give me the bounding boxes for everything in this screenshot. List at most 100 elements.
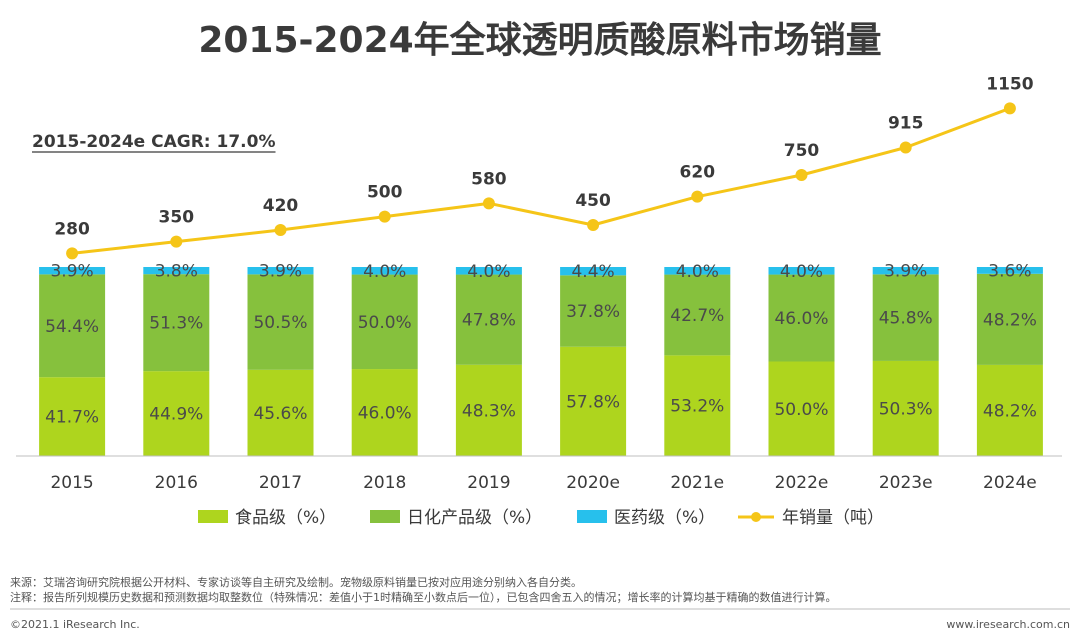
bar-daily-2021e	[664, 274, 731, 356]
data-label-food-2016: 44.9%	[149, 405, 203, 425]
data-label-food-2021e: 53.2%	[670, 397, 724, 417]
volume-point-2022e	[795, 169, 808, 181]
legend-swatch-pharma	[577, 510, 607, 523]
remark-note: 注释：报告所列规模历史数据和预测数据均取整数位（特殊情况：差值小于1时精确至小数…	[10, 590, 837, 604]
data-label-daily-2015: 54.4%	[45, 317, 99, 337]
bar-daily-2018	[351, 274, 418, 370]
website: www.iresearch.com.cn	[946, 618, 1070, 631]
bar-pharma-2018	[351, 267, 418, 275]
bar-food-2020e	[560, 346, 627, 456]
data-label-daily-2016: 51.3%	[149, 314, 203, 334]
data-label-food-2024e: 48.2%	[983, 401, 1037, 421]
data-label-food-2022e: 50.0%	[774, 400, 828, 420]
volume-point-2018	[378, 210, 391, 223]
x-tick-2016: 2016	[155, 473, 198, 493]
data-label-pharma-2024e: 3.6%	[988, 261, 1031, 281]
bar-pharma-2022e	[768, 267, 835, 275]
data-label-daily-2023e: 45.8%	[879, 309, 933, 329]
data-label-pharma-2018: 4.0%	[363, 262, 406, 282]
segment-label-group: 41.7% 54.4% 3.9% 44.9% 51.3% 3.8% 45.6% 50.5% 3.…	[45, 261, 1037, 427]
volume-point-2023e	[899, 141, 912, 154]
x-tick-2015: 2015	[50, 473, 93, 493]
x-tick-2019: 2019	[467, 473, 510, 493]
data-label-pharma-2019: 4.0%	[467, 262, 510, 282]
legend-label-pharma: 医药级（%）	[614, 508, 715, 528]
volume-label-2020e: 450	[575, 191, 611, 211]
bar-food-2022e	[768, 361, 835, 456]
data-label-pharma-2023e: 3.9%	[884, 262, 927, 282]
source-note: 来源：艾瑞咨询研究院根据公开材料、专家访谈等自主研究及绘制。宠物级原料销量已按对…	[10, 575, 582, 589]
data-label-pharma-2021e: 4.0%	[676, 262, 719, 282]
volume-point-2024e	[1003, 102, 1016, 115]
volume-label-2023e: 915	[888, 114, 924, 134]
x-tick-2022e: 2022e	[775, 473, 829, 493]
bar-pharma-2019	[455, 267, 522, 275]
bar-pharma-2023e	[872, 267, 939, 275]
volume-point-2019	[482, 197, 495, 210]
cagr-label: 2015-2024e CAGR: 17.0%	[32, 132, 276, 152]
bar-daily-2017	[247, 274, 314, 370]
volume-label-2018: 500	[367, 183, 403, 203]
bar-pharma-2017	[247, 267, 314, 275]
bar-food-2015	[39, 377, 106, 456]
legend-swatch-daily	[370, 510, 400, 523]
x-tick-group: 2015 2016 2017 2018 2019 2020e 2021e 2022e 2023e…	[50, 473, 1036, 493]
bar-group	[39, 267, 1043, 456]
x-tick-2017: 2017	[259, 473, 302, 493]
legend-marker-volume	[751, 512, 761, 522]
volume-label-2021e: 620	[680, 163, 716, 183]
volume-line	[71, 106, 1011, 255]
data-label-food-2018: 46.0%	[358, 404, 412, 424]
data-label-food-2019: 48.3%	[462, 401, 516, 421]
legend-label-volume: 年销量（吨）	[782, 508, 884, 528]
x-tick-2023e: 2023e	[879, 473, 933, 493]
bar-food-2018	[351, 369, 418, 456]
volume-label-2015: 280	[54, 219, 90, 239]
copyright: ©2021.1 iResearch Inc.	[10, 618, 140, 631]
bar-pharma-2015	[39, 267, 106, 275]
volume-point-2017	[274, 224, 287, 236]
data-label-pharma-2015: 3.9%	[50, 262, 93, 282]
x-tick-2020e: 2020e	[566, 473, 620, 493]
x-tick-2021e: 2021e	[670, 473, 724, 493]
data-label-pharma-2017: 3.9%	[259, 262, 302, 282]
x-tick-2018: 2018	[363, 473, 406, 493]
volume-label-2024e: 1150	[986, 74, 1033, 94]
data-label-food-2020e: 57.8%	[566, 392, 620, 412]
bar-pharma-2020e	[560, 267, 627, 276]
volume-point-2015	[66, 247, 79, 260]
bar-daily-2019	[455, 274, 522, 365]
volume-point-2021e	[691, 190, 704, 203]
chart-title: 2015-2024年全球透明质酸原料市场销量	[198, 19, 881, 61]
volume-label-2022e: 750	[784, 141, 820, 161]
data-label-daily-2018: 50.0%	[358, 313, 412, 333]
x-tick-2024e: 2024e	[983, 473, 1037, 493]
bar-food-2017	[247, 369, 314, 456]
volume-label-2019: 580	[471, 169, 507, 189]
legend-swatch-food	[198, 510, 228, 523]
data-label-daily-2020e: 37.8%	[566, 302, 620, 322]
legend-label-food: 食品级（%）	[235, 508, 336, 528]
data-label-food-2023e: 50.3%	[879, 399, 933, 419]
bar-food-2016	[143, 371, 210, 456]
bar-daily-2023e	[872, 274, 939, 361]
volume-label-2017: 420	[263, 196, 299, 216]
bar-food-2023e	[872, 360, 939, 456]
volume-point-2016	[170, 235, 183, 248]
bar-food-2019	[455, 364, 522, 456]
bar-food-2021e	[664, 355, 731, 456]
data-label-food-2015: 41.7%	[45, 408, 99, 428]
legend: 食品级（%） 日化产品级（%） 医药级（%） 年销量（吨）	[198, 508, 884, 528]
bar-food-2024e	[976, 364, 1043, 456]
data-label-daily-2024e: 48.2%	[983, 310, 1037, 330]
bar-daily-2016	[143, 274, 210, 372]
data-label-pharma-2020e: 4.4%	[571, 262, 614, 282]
volume-point-2020e	[587, 219, 600, 231]
data-label-daily-2021e: 42.7%	[670, 306, 724, 326]
data-label-food-2017: 45.6%	[253, 404, 307, 424]
bar-daily-2020e	[560, 275, 627, 347]
bar-pharma-2021e	[664, 267, 731, 275]
volume-line-group: 280 350 420 500 580 450 620 750 915 1150	[54, 74, 1034, 260]
bar-pharma-2024e	[976, 267, 1043, 274]
